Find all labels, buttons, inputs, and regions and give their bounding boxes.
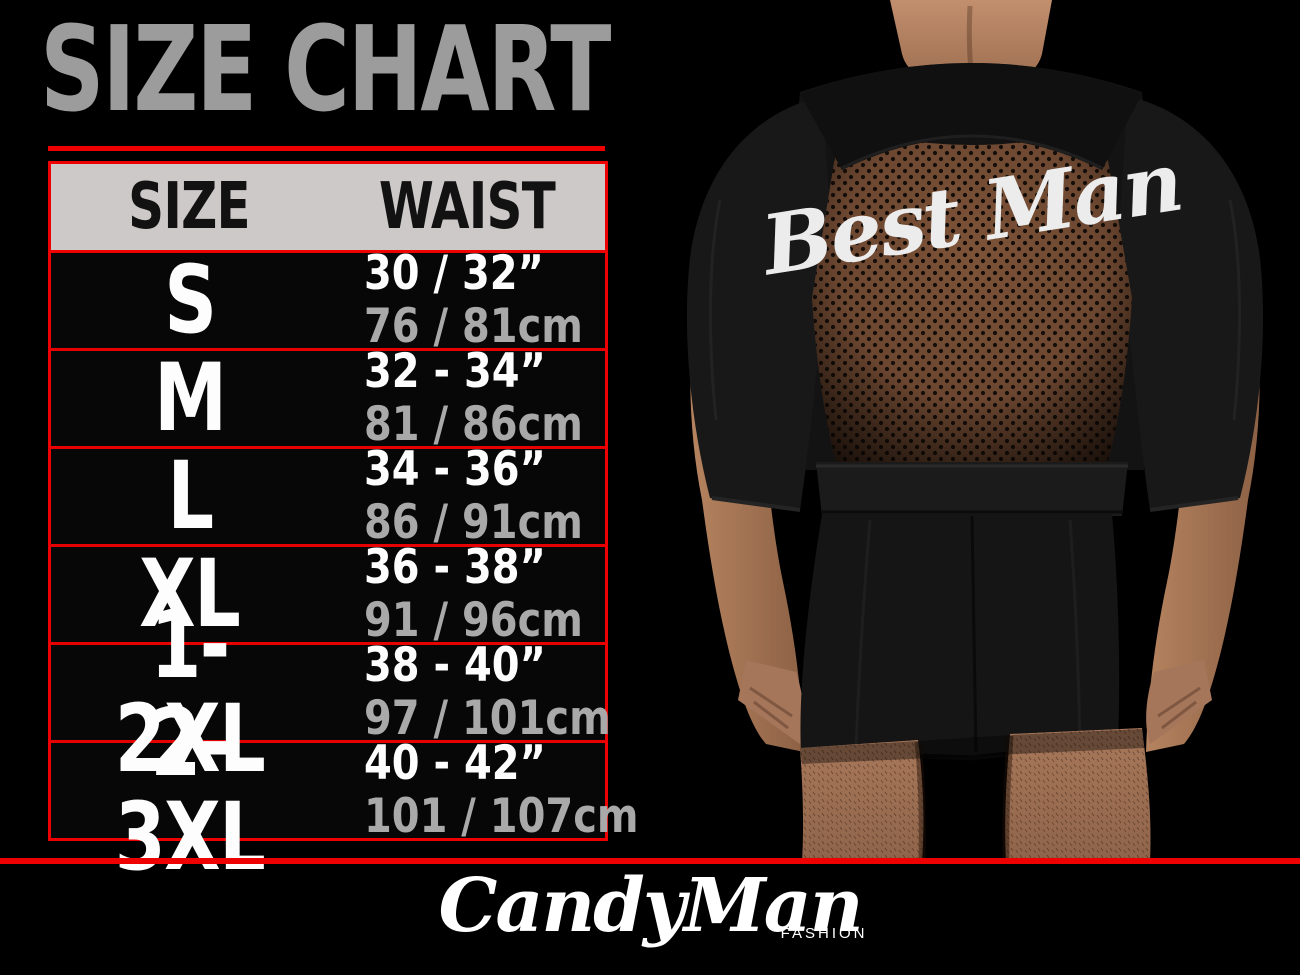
waist-cell: 40 - 42” 101 / 107cm [328, 735, 639, 844]
size-cell: S [51, 245, 328, 355]
size-cell: 1-2XL [51, 590, 328, 794]
size-label: 1-2XL [114, 590, 266, 794]
title-underline [48, 146, 605, 151]
table-row: XL 36 - 38” 91 / 96cm [51, 539, 605, 649]
brand-logo-inner: CandyMan FASHION [438, 867, 864, 946]
column-header-waist-label: WAIST [378, 170, 555, 244]
column-header-size: SIZE [51, 175, 328, 239]
brand-tagline: FASHION [780, 924, 868, 942]
model-legs [800, 728, 1151, 863]
waist-cm: 81 / 86cm [364, 396, 583, 452]
waist-cell: 30 / 32” 76 / 81cm [328, 245, 605, 354]
table-row: 1-2XL 38 - 40” 97 / 101cm [51, 598, 611, 786]
divider-line [0, 858, 1300, 864]
table-row: 2-3XL 40 - 42” 101 / 107cm [51, 696, 639, 884]
brand-name: CandyMan [438, 863, 863, 949]
table-row: S 30 / 32” 76 / 81cm [51, 245, 605, 355]
waist-inches: 34 - 36” [364, 441, 546, 497]
waist-inches: 40 - 42” [364, 735, 546, 791]
waist-cm: 101 / 107cm [364, 788, 639, 844]
waist-cell: 32 - 34” 81 / 86cm [328, 343, 605, 452]
column-header-size-label: SIZE [128, 170, 251, 244]
size-cell: XL [51, 539, 328, 649]
size-cell: 2-3XL [51, 688, 328, 892]
waist-cm: 97 / 101cm [364, 690, 611, 746]
size-label: XL [139, 539, 241, 649]
page-title: SIZE CHART [40, 0, 611, 138]
table-row: L 34 - 36” 86 / 91cm [51, 441, 605, 551]
waist-cell: 38 - 40” 97 / 101cm [328, 637, 611, 746]
size-table: SIZE WAIST S 30 / 32” 76 / 81cm M 32 - 3… [48, 161, 639, 884]
size-cell: L [51, 441, 328, 551]
waist-inches: 36 - 38” [364, 539, 546, 595]
waist-cm: 91 / 96cm [364, 592, 583, 648]
robe-belt [816, 462, 1128, 516]
waist-inches: 32 - 34” [364, 343, 546, 399]
waist-inches: 38 - 40” [364, 637, 546, 693]
brand-logo: CandyMan FASHION [0, 867, 1300, 946]
product-photo: Best Man [650, 0, 1300, 863]
table-header-row: SIZE WAIST [51, 164, 605, 253]
model-back-view: Best Man [686, 0, 1264, 863]
table-row: M 32 - 34” 81 / 86cm [51, 343, 605, 453]
size-label: L [166, 441, 214, 551]
robe-collar [800, 63, 1142, 170]
waist-cm: 76 / 81cm [364, 298, 583, 354]
column-header-waist: WAIST [328, 175, 605, 239]
waist-cell: 36 - 38” 91 / 96cm [328, 539, 605, 648]
waist-cm: 86 / 91cm [364, 494, 583, 550]
robe-skirt [800, 514, 1120, 761]
waist-cell: 34 - 36” 86 / 91cm [328, 441, 605, 550]
waist-inches: 30 / 32” [364, 245, 544, 301]
size-label: M [153, 343, 227, 453]
size-label: S [163, 245, 217, 355]
size-label: 2-3XL [114, 688, 266, 892]
size-cell: M [51, 343, 328, 453]
collar-edge [841, 134, 1103, 170]
